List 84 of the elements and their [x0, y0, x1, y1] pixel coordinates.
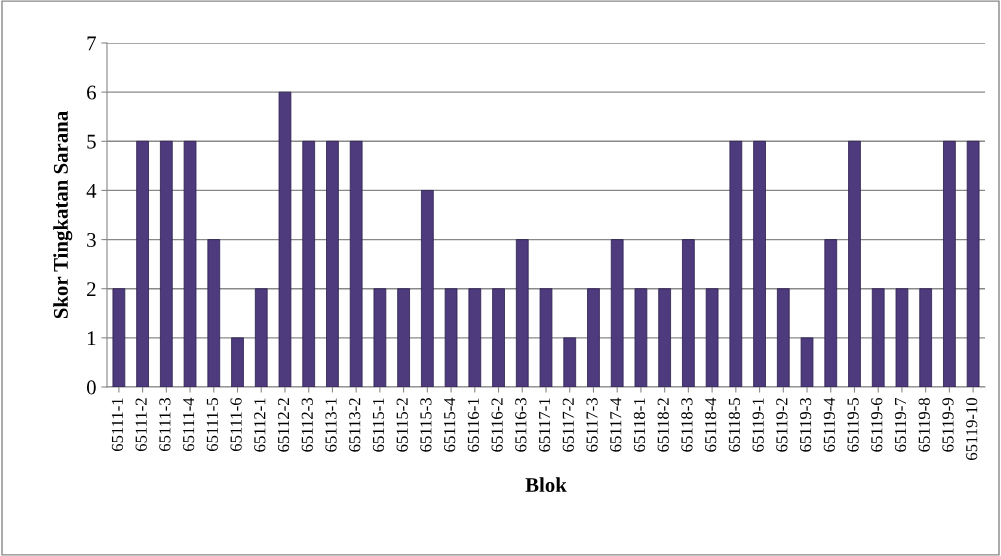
x-tick-label: 65111-6	[230, 397, 242, 451]
y-axis-title: Skor Tingkatan Sarana	[53, 111, 73, 319]
x-tick-label: 65119-3	[800, 398, 812, 452]
y-tick-label: 0	[86, 380, 96, 395]
x-tick-label: 65111-4	[183, 397, 195, 451]
x-tick-label: 65117-2	[562, 398, 574, 452]
bar	[492, 288, 505, 387]
bar	[919, 288, 933, 387]
y-tick-label: 3	[87, 233, 96, 247]
bar	[539, 288, 553, 387]
x-tick-label: 65111-5	[206, 398, 218, 451]
x-tick-label: 65115-4	[444, 397, 456, 452]
x-tick-label: 65119-6	[871, 397, 883, 452]
x-tick-label: 65119-1	[752, 398, 764, 452]
bar	[444, 288, 458, 387]
x-axis-title: Blok	[525, 477, 567, 492]
bar	[682, 239, 695, 387]
x-tick-label: 65112-1	[254, 398, 266, 452]
x-tick-label: 65119-10	[966, 398, 978, 460]
x-tick-label: 65111-2	[135, 398, 147, 451]
bar	[753, 140, 766, 387]
bar	[634, 288, 648, 387]
x-tick-label: 65117-3	[586, 398, 598, 452]
x-tick-label: 65113-2	[349, 398, 361, 452]
bar	[610, 239, 624, 387]
x-tick-label: 65119-5	[847, 398, 859, 452]
y-tick-label: 7	[87, 36, 96, 51]
x-tick-label: 65118-4	[705, 397, 717, 452]
y-tick-label: 5	[87, 134, 96, 149]
x-tick-label: 65118-3	[681, 398, 693, 452]
bar	[824, 239, 838, 387]
x-tick-label: 65118-1	[633, 398, 646, 452]
x-tick-label: 65111-3	[159, 398, 171, 451]
bar	[800, 337, 814, 387]
bar	[705, 288, 719, 387]
x-tick-label: 65115-3	[420, 398, 432, 452]
x-tick-label: 65116-3	[515, 398, 527, 452]
bar	[468, 288, 482, 387]
bar	[183, 140, 197, 387]
x-tick-label: 65117-4	[610, 397, 622, 452]
bar	[231, 337, 244, 387]
x-tick-label: 65115-2	[396, 398, 408, 452]
x-tick-label: 65116-1	[467, 398, 479, 452]
x-tick-label: 65115-1	[372, 398, 385, 452]
bar	[254, 288, 268, 387]
x-tick-label: 65113-1	[325, 398, 337, 452]
x-tick-label: 65112-2	[277, 398, 290, 452]
x-tick-label: 65119-4	[823, 397, 835, 452]
bar	[895, 288, 909, 387]
bar	[966, 140, 980, 387]
bar	[515, 239, 529, 387]
x-tick-label: 65119-9	[942, 398, 954, 452]
bar	[302, 140, 316, 387]
bar	[871, 288, 885, 387]
bar	[349, 140, 363, 387]
y-tick-label: 1	[88, 331, 96, 346]
bar	[207, 239, 221, 387]
bar	[563, 337, 577, 387]
y-tick-label: 4	[86, 183, 97, 198]
bar	[943, 140, 956, 387]
bar	[776, 288, 790, 387]
bar	[421, 190, 434, 387]
x-tick-label: 65111-1	[111, 398, 124, 451]
bar	[112, 288, 126, 387]
x-tick-label: 65112-3	[301, 398, 313, 452]
x-tick-label: 65119-2	[776, 398, 788, 452]
y-tick-label: 2	[87, 282, 96, 296]
bar	[729, 140, 743, 387]
bar	[326, 140, 339, 387]
bar	[159, 140, 173, 387]
x-tick-label: 65119-7	[894, 397, 907, 452]
x-tick-label: 65118-2	[657, 398, 669, 452]
x-tick-label: 65117-1	[538, 398, 551, 452]
x-tick-label: 65119-8	[918, 398, 930, 452]
bar	[397, 288, 410, 387]
bar	[278, 91, 292, 387]
bar	[658, 288, 671, 387]
y-tick-label: 6	[87, 85, 96, 100]
x-tick-label: 65118-5	[728, 398, 741, 452]
bar	[587, 288, 600, 387]
x-tick-label: 65116-2	[491, 398, 503, 452]
bar	[373, 288, 387, 387]
bar	[136, 140, 149, 387]
bar	[848, 140, 861, 387]
